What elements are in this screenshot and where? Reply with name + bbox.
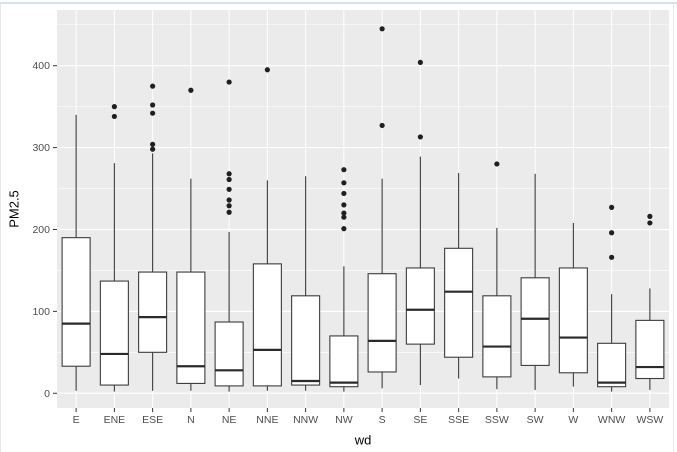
x-tick-label: SSW (485, 414, 509, 426)
box-iqr (138, 271, 168, 353)
outlier-point (379, 26, 385, 32)
outlier-point (417, 59, 423, 66)
y-axis-title: PM2.5 (6, 190, 22, 228)
box-iqr (520, 277, 550, 366)
left-border-line (0, 4, 1, 452)
outlier-point (647, 213, 653, 219)
outlier-point (341, 226, 347, 232)
box-iqr (558, 267, 588, 374)
outlier-point (150, 83, 156, 89)
x-tick-label: SE (413, 414, 427, 426)
outlier-point (609, 254, 615, 260)
outlier-point (226, 79, 232, 85)
box-iqr (444, 247, 474, 358)
outlier-point (226, 171, 232, 177)
x-tick-label: NE (222, 414, 237, 426)
x-tick-label: N (187, 414, 195, 426)
box-iqr (635, 319, 665, 380)
right-border-line (673, 4, 674, 452)
outlier-point (111, 104, 117, 110)
x-tick-label: SW (527, 414, 544, 426)
outlier-point (647, 220, 653, 226)
outlier-point (494, 161, 500, 167)
box-iqr (252, 263, 282, 387)
outlier-point (264, 67, 270, 73)
y-tick-label: 0 (44, 388, 50, 400)
box-iqr (61, 237, 91, 367)
outlier-point (341, 210, 347, 216)
y-tick-label: 100 (32, 306, 50, 318)
y-tick-label: 200 (32, 224, 50, 236)
box-iqr (329, 335, 359, 388)
x-tick-label: NNE (256, 414, 278, 426)
x-tick-label: ESE (142, 414, 163, 426)
outlier-point (341, 190, 347, 197)
x-tick-label: SSE (448, 414, 469, 426)
y-tick-label: 300 (32, 142, 50, 154)
x-axis-title: wd (354, 432, 372, 448)
outlier-point (417, 134, 423, 140)
outlier-point (150, 141, 156, 147)
box-iqr (291, 295, 321, 386)
outlier-point (150, 110, 156, 116)
outlier-point (341, 180, 347, 186)
x-tick-label: E (73, 414, 80, 426)
outlier-point (226, 209, 232, 215)
outlier-point (341, 202, 347, 208)
outlier-point (188, 87, 194, 93)
outlier-point (379, 122, 385, 129)
x-tick-label: S (379, 414, 386, 426)
box-iqr (176, 271, 206, 384)
outlier-point (226, 186, 232, 192)
outlier-point (150, 146, 156, 152)
box-iqr (214, 321, 244, 387)
outlier-point (341, 214, 347, 220)
x-tick-label: WNW (598, 414, 625, 426)
box-iqr (482, 295, 512, 378)
x-tick-label: NNW (293, 414, 318, 426)
x-tick-label: NW (335, 414, 353, 426)
outlier-point (609, 230, 615, 236)
box-iqr (367, 273, 397, 373)
outlier-point (341, 167, 347, 173)
outlier-point (226, 176, 232, 183)
x-tick-label: ENE (104, 414, 126, 426)
box-iqr (99, 280, 129, 386)
top-border-line (0, 2, 677, 4)
box-iqr (405, 267, 435, 345)
outlier-point (609, 204, 615, 210)
x-tick-label: WSW (636, 414, 663, 426)
outlier-point (111, 113, 117, 120)
y-tick-label: 400 (32, 60, 50, 72)
x-tick-label: W (568, 414, 578, 426)
outlier-point (150, 102, 156, 108)
box-iqr (597, 342, 627, 388)
outlier-point (226, 203, 232, 209)
outlier-point (226, 197, 232, 203)
